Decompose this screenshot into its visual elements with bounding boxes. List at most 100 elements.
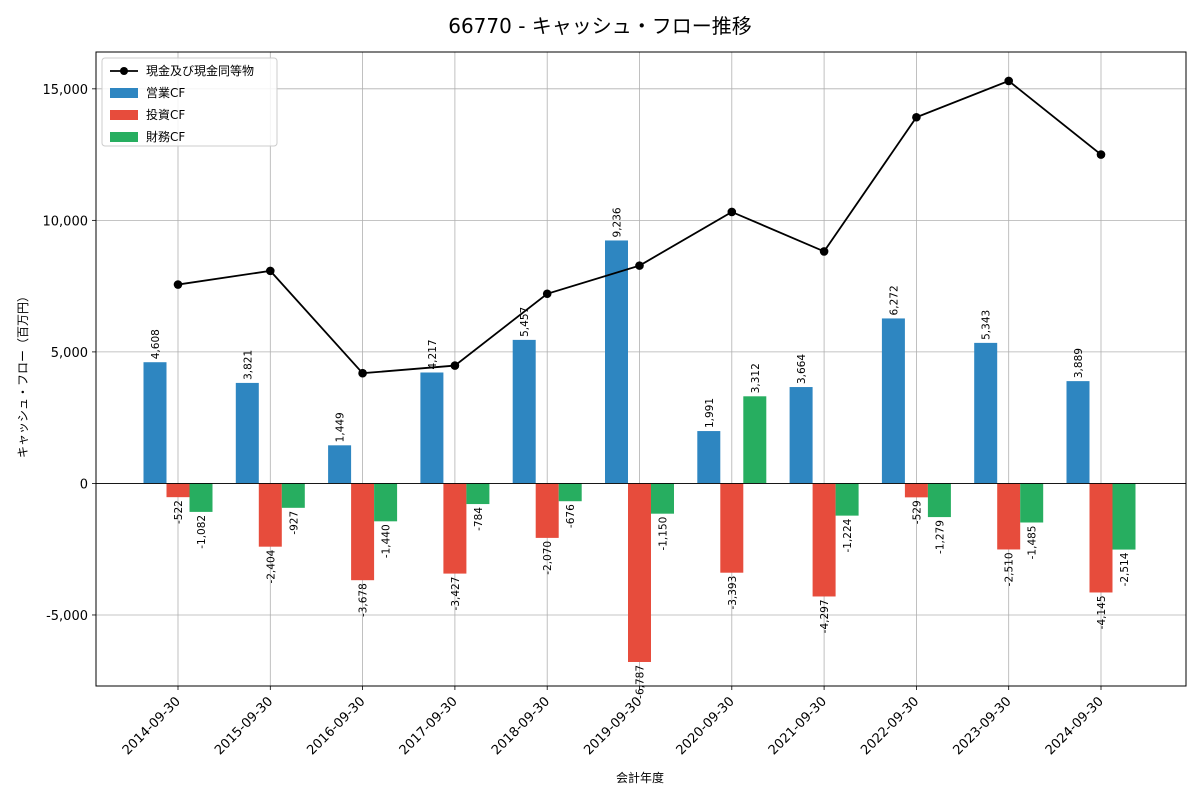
bar-営業CF-2024-09-30 (1066, 381, 1090, 484)
x-tick-label: 2024-09-30 (1043, 694, 1107, 758)
bar-営業CF-2015-09-30 (235, 382, 259, 484)
cash-point-2014-09-30 (173, 280, 183, 289)
data-labels-layer: 4,608 3,821 1,449 4,217 5,457 9,236 1,991 3,664… (150, 207, 1131, 699)
bar-投資CF-2023-09-30 (997, 483, 1021, 550)
bar-営業CF-2021-09-30 (789, 387, 813, 484)
x-tick-label: 2015-09-30 (212, 694, 276, 758)
bar-value-label: 3,312 (750, 363, 762, 393)
bar-投資CF-2015-09-30 (258, 483, 282, 547)
bar-value-label: -3,427 (450, 577, 462, 611)
x-tick-label: 2023-09-30 (950, 694, 1014, 758)
legend-marker (120, 67, 128, 75)
bar-value-label: -1,440 (381, 524, 393, 558)
bar-value-label: -2,510 (1004, 552, 1016, 586)
y-tick-label: 10,000 (43, 214, 89, 229)
cash-point-2017-09-30 (450, 361, 460, 370)
cash-point-2021-09-30 (819, 247, 829, 256)
chart-title: 66770 - キャッシュ・フロー推移 (448, 14, 752, 38)
bar-投資CF-2019-09-30 (628, 483, 651, 662)
bar-value-label: -676 (565, 504, 577, 528)
bar-財務CF-2014-09-30 (189, 483, 213, 512)
bar-value-label: 4,608 (150, 329, 162, 359)
legend-label: 投資CF (146, 107, 185, 122)
cash-point-2015-09-30 (266, 266, 275, 276)
cash-point-2016-09-30 (358, 368, 367, 378)
bar-value-label: 6,272 (888, 285, 900, 315)
bar-営業CF-2018-09-30 (512, 339, 536, 484)
x-tick-label: 2020-09-30 (674, 694, 738, 758)
bar-value-label: 3,664 (796, 354, 808, 384)
legend-swatch (110, 132, 138, 142)
bar-財務CF-2024-09-30 (1112, 483, 1136, 550)
cash-point-2020-09-30 (727, 207, 737, 217)
bar-value-label: -1,224 (842, 518, 854, 552)
bar-value-label: 5,343 (981, 310, 993, 340)
x-tick-label: 2018-09-30 (489, 694, 553, 758)
bar-投資CF-2022-09-30 (904, 483, 928, 498)
y-tick-label: 15,000 (43, 83, 89, 98)
bar-営業CF-2022-09-30 (881, 318, 905, 484)
bar-value-label: -522 (173, 500, 185, 524)
bar-value-label: 1,991 (704, 398, 716, 428)
bar-value-label: 1,449 (335, 412, 347, 442)
bar-財務CF-2021-09-30 (835, 483, 859, 516)
bar-value-label: -1,082 (196, 515, 208, 549)
bar-value-label: -927 (288, 511, 300, 535)
cash-point-2022-09-30 (912, 112, 921, 122)
bar-営業CF-2019-09-30 (605, 240, 628, 484)
bar-value-label: 3,821 (242, 350, 254, 380)
y-tick-label: 5,000 (51, 346, 88, 361)
bar-財務CF-2017-09-30 (466, 483, 490, 505)
x-tick-label: 2016-09-30 (304, 694, 368, 758)
bar-value-label: -2,070 (542, 541, 554, 575)
legend-label: 現金及び現金同等物 (146, 63, 254, 78)
bar-value-label: -3,393 (727, 576, 739, 610)
bar-投資CF-2021-09-30 (812, 483, 836, 597)
bar-投資CF-2017-09-30 (443, 483, 467, 574)
x-tick-label: 2022-09-30 (858, 694, 922, 758)
bar-財務CF-2018-09-30 (558, 483, 582, 502)
bar-value-label: -2,514 (1119, 552, 1131, 586)
x-axis-title: 会計年度 (616, 770, 664, 785)
bar-value-label: -1,150 (658, 517, 670, 551)
bar-営業CF-2014-09-30 (143, 362, 167, 484)
bar-value-label: 3,889 (1073, 348, 1085, 378)
x-tick-label: 2021-09-30 (766, 694, 830, 758)
x-tick-label: 2019-09-30 (581, 694, 645, 758)
bar-value-label: -1,279 (934, 520, 946, 554)
bar-投資CF-2016-09-30 (351, 483, 375, 581)
bar-value-label: -6,787 (635, 665, 647, 699)
y-tick-label: 0 (80, 477, 88, 492)
x-tick-label: 2017-09-30 (397, 694, 461, 758)
bar-営業CF-2017-09-30 (420, 372, 444, 484)
cash-point-2019-09-30 (635, 261, 644, 270)
bar-営業CF-2020-09-30 (697, 431, 721, 484)
bar-投資CF-2014-09-30 (166, 483, 190, 498)
bar-value-label: 4,217 (427, 339, 439, 369)
bar-財務CF-2019-09-30 (651, 483, 674, 514)
y-tick-label: -5,000 (46, 609, 88, 624)
legend-swatch (110, 88, 138, 98)
legend-box (101, 57, 278, 147)
bar-value-label: -3,678 (358, 583, 370, 617)
y-axis-title: キャッシュ・フロー（百万円） (16, 290, 30, 458)
bar-財務CF-2023-09-30 (1020, 483, 1044, 523)
cash-point-2018-09-30 (542, 289, 552, 299)
bars-layer (143, 240, 1136, 662)
bar-value-label: 9,236 (612, 207, 624, 237)
cash-point-2023-09-30 (1004, 76, 1013, 86)
bar-投資CF-2020-09-30 (720, 483, 744, 573)
bar-営業CF-2016-09-30 (328, 445, 352, 484)
bar-財務CF-2016-09-30 (374, 483, 398, 522)
legend-label: 財務CF (146, 129, 185, 144)
bar-value-label: -529 (911, 500, 923, 524)
legend-label: 営業CF (146, 86, 185, 100)
bar-value-label: -4,297 (819, 599, 831, 633)
bar-value-label: -4,145 (1096, 595, 1108, 629)
axes-layer: -5,000 0 5,000 10,000 15,000 2014-09-30 2015-0… (43, 83, 1107, 758)
bar-投資CF-2024-09-30 (1089, 483, 1113, 593)
bar-投資CF-2018-09-30 (535, 483, 559, 538)
bar-value-label: -784 (473, 507, 485, 531)
